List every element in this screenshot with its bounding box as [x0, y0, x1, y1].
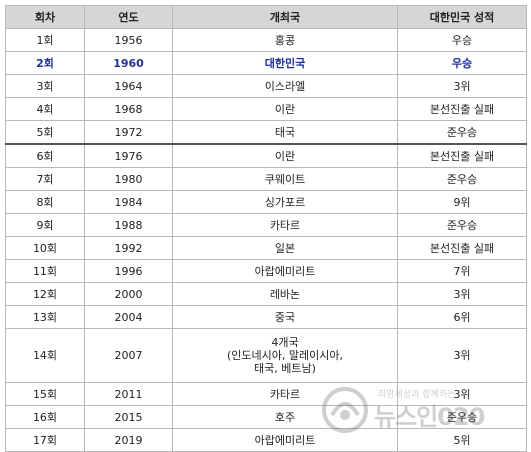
cell-korea-result: 9위	[397, 190, 527, 214]
cell-edition: 7회	[5, 167, 85, 191]
cell-korea-result: 3위	[397, 382, 527, 406]
cell-year: 2007	[84, 328, 173, 383]
cell-year: 1988	[84, 213, 173, 237]
table-row: 6회 1976 이란 본선진출 실패	[5, 143, 527, 168]
cell-edition: 2회	[5, 51, 85, 75]
cell-year: 2019	[84, 428, 173, 452]
cell-korea-result: 본선진출 실패	[397, 143, 527, 168]
cell-edition: 10회	[5, 236, 85, 260]
cell-year: 1984	[84, 190, 173, 214]
cell-korea-result: 5위	[397, 428, 527, 452]
cell-host: 아랍에미리트	[172, 428, 398, 452]
cell-edition: 11회	[5, 259, 85, 283]
header-year: 연도	[84, 5, 173, 29]
cell-korea-result: 준우승	[397, 167, 527, 191]
table-row: 4회 1968 이란 본선진출 실패	[5, 97, 527, 121]
cell-host: 쿠웨이트	[172, 167, 398, 191]
table-row: 15회 2011 카타르 3위	[5, 382, 527, 406]
cell-edition: 3회	[5, 74, 85, 98]
header-row: 회차 연도 개최국 대한민국 성적	[5, 5, 527, 29]
cell-year: 2000	[84, 282, 173, 306]
cell-korea-result: 준우승	[397, 120, 527, 145]
table-row: 3회 1964 이스라엘 3위	[5, 74, 527, 98]
cell-edition: 9회	[5, 213, 85, 237]
table-row: 11회 1996 아랍에미리트 7위	[5, 259, 527, 283]
cell-korea-result: 우승	[397, 51, 527, 75]
table-row: 9회 1988 카타르 준우승	[5, 213, 527, 237]
cell-edition: 16회	[5, 405, 85, 429]
cell-korea-result: 준우승	[397, 405, 527, 429]
cell-year: 1968	[84, 97, 173, 121]
cell-host: 중국	[172, 305, 398, 329]
cell-korea-result: 6위	[397, 305, 527, 329]
cell-host: 이란	[172, 97, 398, 121]
cell-edition: 15회	[5, 382, 85, 406]
afc-asian-cup-table: 회차 연도 개최국 대한민국 성적 1회 1956 홍콩 우승 2회 1960 대한민국 우승…	[5, 5, 527, 452]
cell-year: 2004	[84, 305, 173, 329]
table-row: 8회 1984 싱가포르 9위	[5, 190, 527, 214]
header-korea-result: 대한민국 성적	[397, 5, 527, 29]
cell-host: 대한민국	[172, 51, 398, 75]
cell-year: 2015	[84, 405, 173, 429]
cell-host: 호주	[172, 405, 398, 429]
cell-host: 레바논	[172, 282, 398, 306]
cell-host: 일본	[172, 236, 398, 260]
table-row: 12회 2000 레바논 3위	[5, 282, 527, 306]
cell-edition: 17회	[5, 428, 85, 452]
cell-year: 1964	[84, 74, 173, 98]
cell-edition: 13회	[5, 305, 85, 329]
cell-korea-result: 3위	[397, 74, 527, 98]
cell-host: 아랍에미리트	[172, 259, 398, 283]
cell-korea-result: 본선진출 실패	[397, 97, 527, 121]
cell-korea-result: 우승	[397, 28, 527, 52]
header-edition: 회차	[5, 5, 85, 29]
cell-host: 이란	[172, 143, 398, 168]
cell-host: 싱가포르	[172, 190, 398, 214]
cell-host: 홍콩	[172, 28, 398, 52]
cell-year: 2011	[84, 382, 173, 406]
cell-year: 1980	[84, 167, 173, 191]
cell-host: 카타르	[172, 382, 398, 406]
cell-host: 이스라엘	[172, 74, 398, 98]
table-row: 5회 1972 태국 준우승	[5, 120, 527, 145]
table-row: 13회 2004 중국 6위	[5, 305, 527, 329]
cell-host: 태국	[172, 120, 398, 145]
cell-edition: 5회	[5, 120, 85, 145]
cell-edition: 1회	[5, 28, 85, 52]
cell-host: 카타르	[172, 213, 398, 237]
cell-year: 1996	[84, 259, 173, 283]
cell-korea-result: 준우승	[397, 213, 527, 237]
table-row: 17회 2019 아랍에미리트 5위	[5, 428, 527, 452]
table-row: 10회 1992 일본 본선진출 실패	[5, 236, 527, 260]
cell-edition: 4회	[5, 97, 85, 121]
cell-korea-result: 3위	[397, 328, 527, 383]
header-host: 개최국	[172, 5, 398, 29]
cell-korea-result: 7위	[397, 259, 527, 283]
cell-year: 1976	[84, 143, 173, 168]
cell-korea-result: 본선진출 실패	[397, 236, 527, 260]
cell-edition: 14회	[5, 328, 85, 383]
cell-year: 1960	[84, 51, 173, 75]
cell-year: 1972	[84, 120, 173, 145]
cell-host: 4개국 (인도네시아, 말레이시아, 태국, 베트남)	[172, 328, 398, 383]
table-row: 2회 1960 대한민국 우승	[5, 51, 527, 75]
cell-edition: 12회	[5, 282, 85, 306]
table-row: 1회 1956 홍콩 우승	[5, 28, 527, 52]
cell-year: 1992	[84, 236, 173, 260]
table-row: 7회 1980 쿠웨이트 준우승	[5, 167, 527, 191]
table-row: 14회 2007 4개국 (인도네시아, 말레이시아, 태국, 베트남) 3위	[5, 328, 527, 383]
cell-korea-result: 3위	[397, 282, 527, 306]
cell-edition: 6회	[5, 143, 85, 168]
cell-year: 1956	[84, 28, 173, 52]
cell-edition: 8회	[5, 190, 85, 214]
table-row: 16회 2015 호주 준우승	[5, 405, 527, 429]
